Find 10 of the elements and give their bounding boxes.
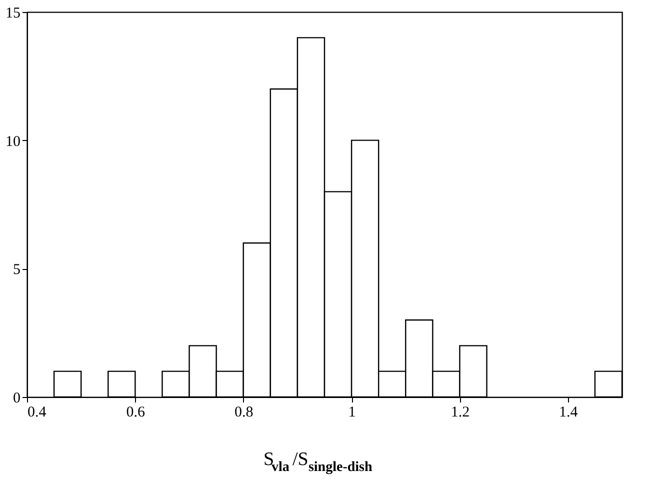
x-tick-label: 0.4 <box>28 404 47 420</box>
x-tick-label: 1.2 <box>450 404 470 420</box>
y-tick-label: 15 <box>6 6 20 22</box>
y-tick-label: 0 <box>13 390 20 406</box>
x-tick-label: 1.4 <box>559 404 578 420</box>
x-tick-label: 1 <box>348 404 356 420</box>
y-tick-label: 10 <box>6 134 20 150</box>
y-tick-label: 5 <box>13 262 20 278</box>
x-tick-label: 0.6 <box>126 404 146 420</box>
x-tick-label: 0.8 <box>234 404 254 420</box>
